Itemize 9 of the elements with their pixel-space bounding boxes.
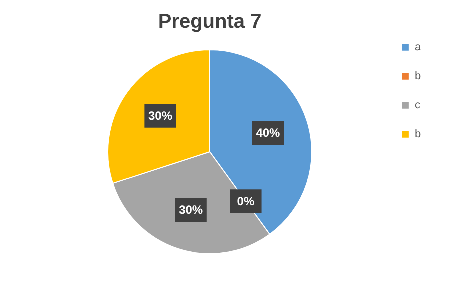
legend-label: a: [415, 42, 422, 54]
legend-label: c: [415, 100, 421, 112]
legend-label: b: [415, 128, 422, 140]
text: 0%: [237, 194, 255, 209]
data-label: 30%: [148, 109, 173, 124]
data-label: 30%: [179, 203, 204, 218]
chart-title: Pregunta 7: [158, 11, 262, 33]
legend-label: b: [415, 70, 422, 82]
data-label: 40%: [256, 126, 281, 140]
